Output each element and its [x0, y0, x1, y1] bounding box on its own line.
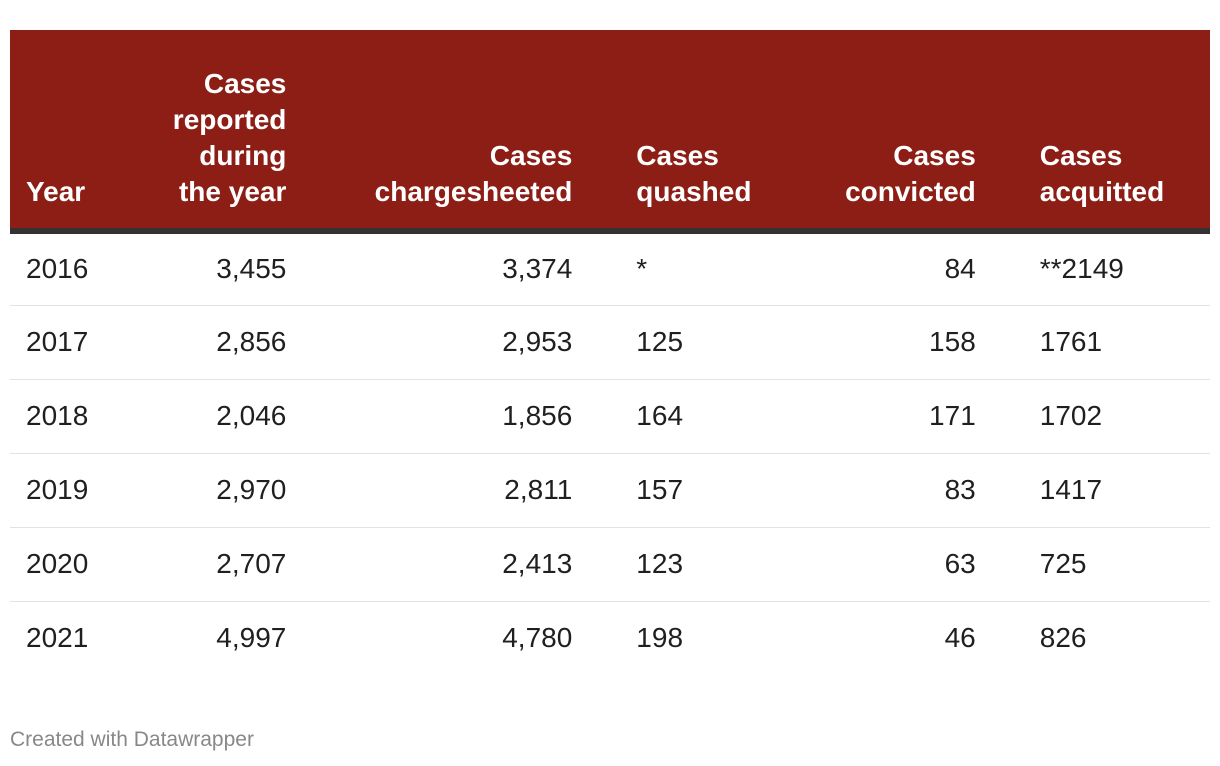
- column-header: Cases convicted: [784, 30, 976, 234]
- table-header-row: Year Cases reported during the year Cases char…: [10, 30, 1210, 234]
- table-cell: 2021: [26, 622, 89, 654]
- table-row: 2019 2,970 2,811 157 83 1417: [10, 453, 1210, 528]
- table-cell: 2,856: [161, 305, 287, 380]
- column-header: Cases acquitted: [975, 30, 1188, 234]
- table-cell: 1702: [975, 379, 1188, 454]
- column-header-line: quashed: [636, 176, 752, 207]
- column-header-line: Cases: [1039, 140, 1123, 171]
- column-header: Cpetethe: [1187, 30, 1210, 234]
- column-header: Year: [10, 30, 162, 234]
- table-cell: **2149: [975, 231, 1188, 306]
- table-cell: 2,046: [161, 379, 287, 454]
- column-header-line: the year: [178, 176, 287, 207]
- column-header-line: Cases: [893, 140, 976, 171]
- table-cell: 198: [636, 622, 684, 654]
- table-cell: 1,856: [286, 379, 573, 454]
- table-header: Year Cases reported during the year Cases char…: [10, 30, 1210, 234]
- table-cell: 826: [1039, 622, 1087, 654]
- table-cell: 2018: [10, 379, 162, 454]
- table-cell: 2016: [10, 231, 162, 306]
- data-table-container: Year Cases reported during the year Cases char…: [10, 30, 1210, 688]
- table-cell: [1188, 601, 1210, 675]
- table-cell: 2020: [10, 527, 162, 602]
- column-header-line: Cases: [636, 140, 719, 171]
- table-cell: 2,707: [161, 527, 287, 602]
- table-cell: 123: [572, 527, 785, 602]
- table-cell: [1187, 453, 1210, 528]
- table-cell: 157: [572, 453, 785, 528]
- table-cell: 158: [784, 305, 976, 380]
- table-row: 2020 2,707 2,413 123 63 725: [10, 527, 1210, 602]
- table-cell: 1761: [975, 305, 1188, 380]
- table-cell: [1187, 231, 1210, 306]
- table-cell: [1187, 527, 1210, 602]
- column-header-line: Cases: [489, 140, 573, 171]
- table-cell: 84: [784, 231, 976, 306]
- datawrapper-credit[interactable]: Created with Datawrapper: [10, 728, 254, 751]
- column-header: Cases reported during the year: [161, 30, 287, 234]
- column-header-line: during: [199, 140, 287, 171]
- table-cell: 1417: [975, 453, 1188, 528]
- column-header-line: acquitted: [1039, 176, 1165, 207]
- table-cell: 2019: [10, 453, 162, 528]
- column-header-line: Cases: [203, 68, 287, 99]
- table-cell: *: [572, 231, 785, 306]
- table-cell: 3,455: [161, 231, 287, 306]
- table-cell: 63: [784, 527, 976, 602]
- table-row: 2016 3,455 3,374 * 84 **2149: [10, 231, 1210, 306]
- table-cell: 2017: [10, 305, 162, 380]
- column-header-line: Year: [26, 176, 86, 207]
- table-cell: 2,970: [161, 453, 287, 528]
- table-cell: 4,780: [502, 622, 573, 654]
- table-cell: 171: [784, 379, 976, 454]
- data-table: Year Cases reported during the year Cases char…: [10, 30, 1210, 675]
- table-cell: [1187, 379, 1210, 454]
- table-cell: 4,997: [216, 622, 287, 654]
- table-cell: 83: [784, 453, 976, 528]
- table-cell: 164: [572, 379, 785, 454]
- column-header-line: reported: [172, 104, 287, 135]
- column-header: Cases chargesheeted: [286, 30, 573, 234]
- table-body: 2016 3,455 3,374 * 84 **2149 2017 2,856 2,953 125…: [10, 231, 1210, 675]
- table-row: 2018 2,046 1,856 164 171 1702: [10, 379, 1210, 454]
- column-header-line: chargesheeted: [374, 176, 573, 207]
- table-row: 2017 2,856 2,953 125 158 1761: [10, 305, 1210, 380]
- table-row: 2021 4,997 4,780 198 46 826: [10, 601, 1210, 675]
- table-cell: 725: [975, 527, 1188, 602]
- column-header-line: convicted: [845, 176, 976, 207]
- table-cell: 125: [572, 305, 785, 380]
- table-cell: [1187, 305, 1210, 380]
- table-cell: 3,374: [286, 231, 573, 306]
- column-header: Cases quashed: [572, 30, 785, 234]
- table-cell: 2,953: [286, 305, 573, 380]
- table-cell: 46: [944, 622, 976, 654]
- table-cell: 2,413: [286, 527, 573, 602]
- table-cell: 2,811: [286, 453, 573, 528]
